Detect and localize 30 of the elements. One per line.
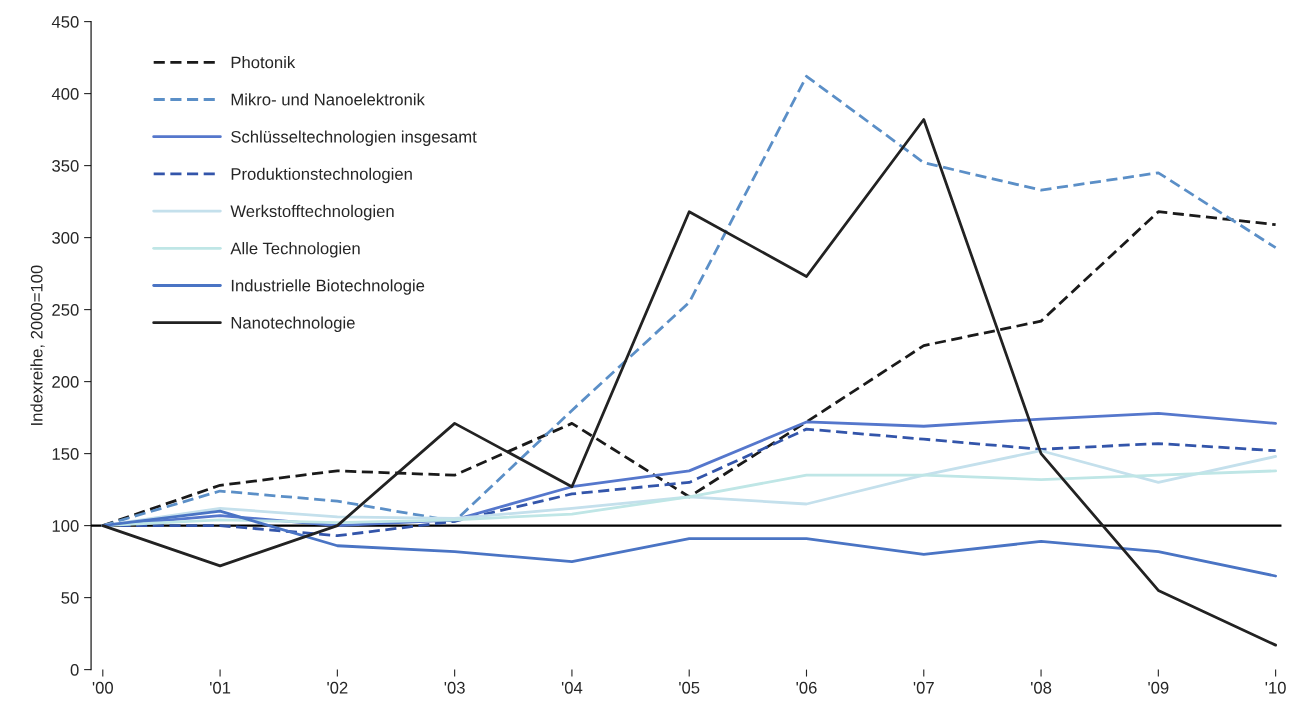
- legend-label: Photonik: [231, 56, 296, 69]
- y-tick-label: 250: [52, 304, 79, 316]
- legend-label: Nanotechnologie: [231, 316, 355, 332]
- legend-label: Mikro- und Nanoelektronik: [231, 93, 425, 106]
- x-tick-label: '05: [679, 681, 700, 694]
- x-tick-label: '03: [444, 681, 465, 694]
- x-tick-label: '08: [1031, 681, 1052, 694]
- x-tick-label: '09: [1148, 681, 1169, 694]
- y-tick-label: 350: [52, 160, 79, 172]
- legend-label: Alle Technologien: [230, 242, 360, 258]
- y-tick-label: 0: [70, 664, 79, 676]
- x-tick-label: '06: [796, 681, 817, 694]
- legend-label: Schlüsseltechnologien insgesamt: [231, 130, 477, 146]
- x-tick-label: '02: [327, 681, 348, 694]
- legend-label: Industrielle Biotechnologie: [231, 279, 425, 295]
- x-tick-label: '10: [1265, 681, 1286, 694]
- y-tick-label: 50: [61, 592, 79, 604]
- legend-label: Werkstofftechnologien: [230, 204, 394, 221]
- y-tick-label: 400: [51, 88, 79, 100]
- y-tick-label: 100: [52, 520, 79, 532]
- y-tick-label: 150: [52, 448, 79, 460]
- x-tick-label: '07: [913, 681, 934, 694]
- legend-label: Produktionstechnologien: [231, 167, 412, 184]
- x-tick-label: '04: [561, 681, 583, 694]
- x-tick-label: '00: [92, 681, 114, 694]
- x-tick-label: '01: [210, 681, 231, 694]
- y-tick-label: 300: [52, 232, 79, 244]
- y-axis-title: Indexreihe, 2000=100: [30, 265, 45, 425]
- y-tick-label: 200: [52, 376, 79, 388]
- y-tick-label: 450: [51, 16, 79, 28]
